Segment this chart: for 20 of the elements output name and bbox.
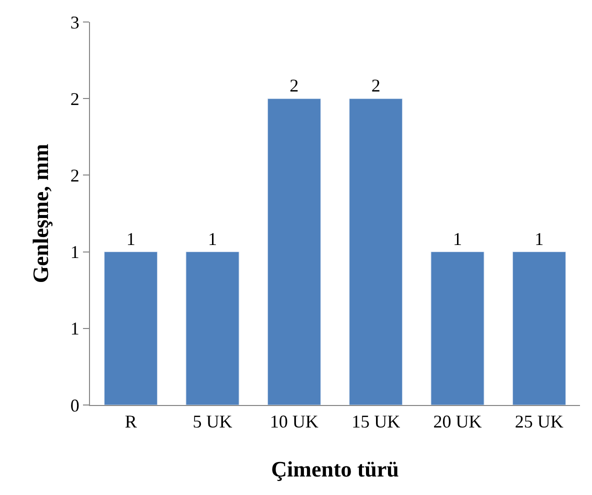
x-tick-label: R xyxy=(124,412,137,432)
y-tick-label: 1 xyxy=(70,242,80,262)
x-tick-label: 5 UK xyxy=(192,412,232,432)
y-axis-title: Genleşme, mm xyxy=(28,144,54,284)
data-label: 1 xyxy=(534,228,544,249)
y-tick-label: 0 xyxy=(70,395,80,416)
x-tick-label: 20 UK xyxy=(433,412,482,432)
x-axis-title: Çimento türü xyxy=(271,456,399,482)
x-tick-label: 25 UK xyxy=(514,412,564,432)
data-label: 1 xyxy=(453,228,462,249)
y-tick-label: 1 xyxy=(70,318,80,339)
data-label: 2 xyxy=(371,76,380,96)
x-tick-label: 15 UK xyxy=(352,412,400,432)
y-tick-label: 3 xyxy=(70,12,80,32)
data-label: 1 xyxy=(208,228,217,249)
data-label: 1 xyxy=(126,228,136,249)
data-label: 2 xyxy=(290,76,299,96)
y-tick-label: 2 xyxy=(70,88,80,109)
y-tick-label: 2 xyxy=(70,166,80,186)
x-tick-label: 10 UK xyxy=(270,412,318,432)
